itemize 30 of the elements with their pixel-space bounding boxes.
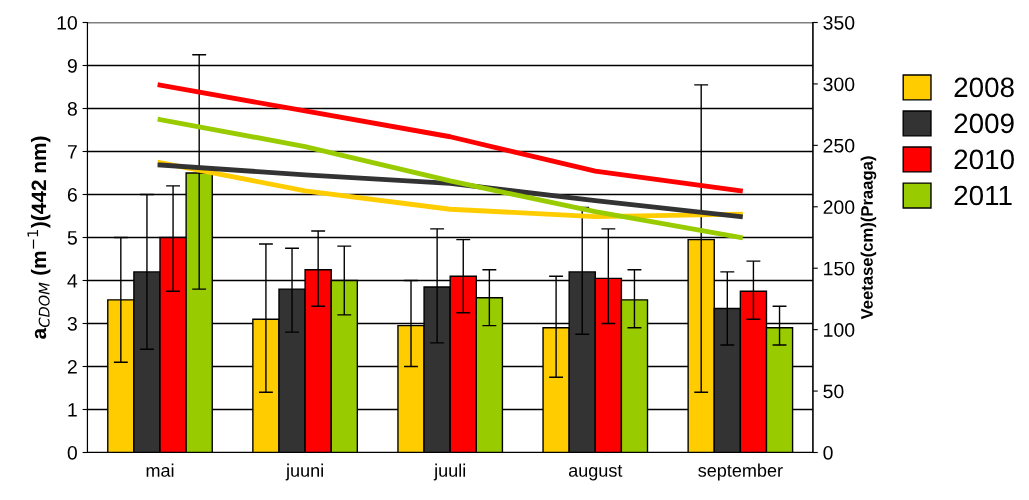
- legend-label: 2010: [954, 149, 1014, 170]
- y2-tick-label: 350: [823, 15, 855, 30]
- y-tick-label: 7: [67, 145, 77, 159]
- y2-tick-label: 200: [823, 200, 855, 215]
- y2-tick-label: 300: [823, 77, 855, 92]
- x-tick-label: mai: [146, 463, 174, 477]
- legend-label: 2009: [954, 113, 1014, 134]
- y-tick-label: 1: [68, 403, 77, 417]
- y-tick-label: 2: [67, 359, 77, 374]
- y-tick-label: 4: [67, 274, 78, 288]
- y2-tick-label: 150: [824, 261, 855, 276]
- y-tick-label: 10: [57, 15, 77, 30]
- y-tick-label: 8: [67, 101, 77, 116]
- x-tick-label: juuli: [433, 463, 466, 481]
- y-tick-label: 6: [67, 187, 77, 202]
- x-tick-label: juuni: [285, 463, 323, 481]
- legend-label: 2011: [954, 185, 1012, 206]
- y-axis-title: a$_{CDOM}$ (m$^{−1}$)(442 nm): [27, 136, 51, 339]
- y2-tick-label: 250: [823, 138, 855, 153]
- x-tick-label: september: [698, 463, 783, 481]
- x-tick-label: august: [568, 465, 623, 481]
- y-tick-label: 0: [67, 445, 77, 460]
- y2-axis-title: Veetase(cm)(Praaga): [860, 156, 877, 320]
- y-tick-label: 3: [67, 316, 77, 331]
- y2-tick-label: 50: [823, 384, 844, 399]
- legend-label: 2008: [954, 77, 1014, 98]
- y-tick-label: 5: [67, 231, 77, 245]
- y2-tick-label: 0: [823, 445, 833, 460]
- y-tick-label: 9: [67, 58, 77, 73]
- y2-tick-label: 100: [824, 323, 855, 337]
